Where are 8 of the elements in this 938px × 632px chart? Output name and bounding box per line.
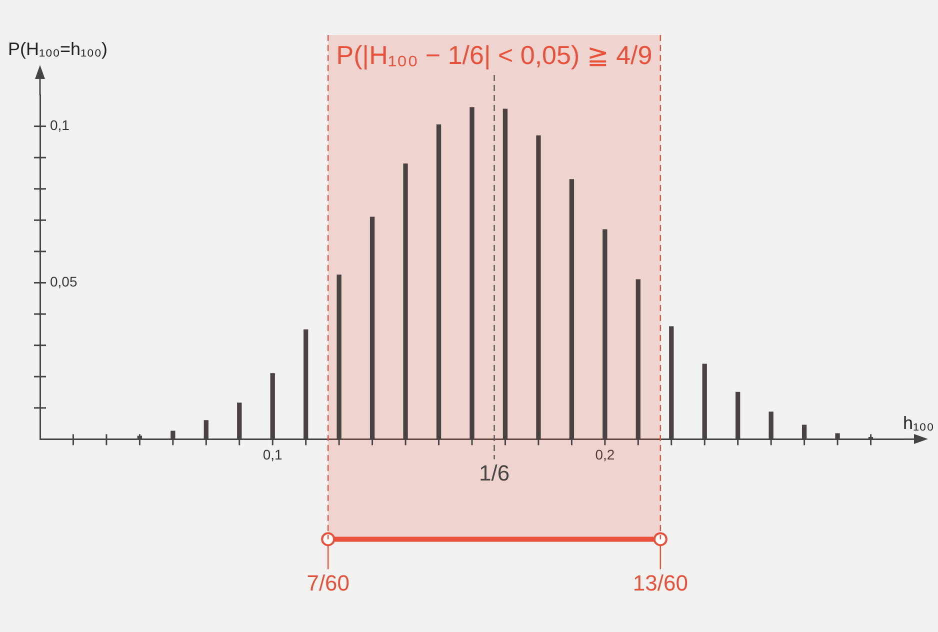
annotation: 1/6: [478, 460, 510, 486]
text: 13/60: [632, 570, 688, 596]
y-axis-title: P(H₁₀₀=h₁₀₀): [8, 39, 108, 59]
x-tick-label: 0,2: [595, 446, 615, 462]
y-tick-label: 0,05: [50, 274, 78, 290]
x-axis-title: h₁₀₀: [902, 413, 934, 434]
text: 7/60: [306, 570, 350, 596]
band-label: P(|H₁₀₀ − 1/6| < 0,05) ≧ 4/9: [336, 40, 652, 70]
